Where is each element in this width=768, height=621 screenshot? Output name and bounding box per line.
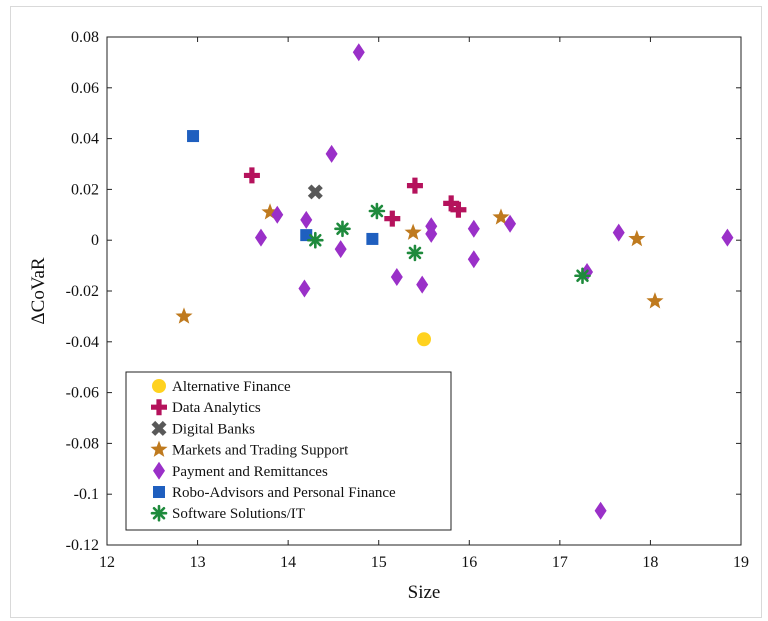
point-robo-advisors-and-personal-finance (366, 232, 379, 245)
point-payment-and-remittances (425, 217, 438, 236)
point-software-solutions-it (574, 267, 591, 285)
legend-entry-label: Alternative Finance (172, 379, 291, 395)
y-tick-label: -0.08 (66, 435, 99, 452)
legend-box (125, 371, 452, 531)
y-tick-label: 0.06 (71, 80, 99, 97)
legend-entry-label: Digital Banks (172, 421, 255, 437)
point-software-solutions-it (307, 231, 324, 249)
legend-entry-label: Markets and Trading Support (172, 443, 349, 459)
x-axis-title: Size (408, 582, 441, 603)
y-tick-label: 0.02 (71, 181, 99, 198)
legend-marker (151, 399, 167, 416)
point-alternative-finance (417, 332, 431, 347)
x-tick-label: 14 (280, 554, 296, 571)
point-markets-and-trading-support (628, 229, 646, 247)
point-payment-and-remittances (300, 210, 313, 229)
point-payment-and-remittances (325, 144, 338, 163)
x-tick-label: 12 (99, 554, 115, 571)
point-data-analytics (384, 210, 401, 227)
point-robo-advisors-and-personal-finance (187, 130, 200, 143)
x-tick-label: 16 (461, 554, 477, 571)
point-markets-and-trading-support (175, 307, 193, 324)
point-data-analytics (243, 167, 260, 184)
point-software-solutions-it (368, 202, 386, 220)
figure-frame (10, 6, 762, 618)
y-tick-label: -0.06 (66, 385, 99, 402)
point-payment-and-remittances (504, 214, 517, 233)
point-payment-and-remittances (721, 228, 734, 247)
point-payment-and-remittances (352, 43, 365, 62)
legend-entry-label: Robo-Advisors and Personal Finance (172, 485, 396, 501)
point-payment-and-remittances (467, 219, 480, 238)
x-tick-label: 17 (552, 554, 568, 571)
point-markets-and-trading-support (492, 208, 510, 225)
point-payment-and-remittances (612, 223, 625, 242)
point-payment-and-remittances (390, 268, 403, 287)
point-payment-and-remittances (271, 205, 284, 224)
point-software-solutions-it (334, 220, 351, 238)
x-tick-label: 19 (733, 554, 749, 571)
legend-marker (153, 486, 165, 498)
legend-entry-label: Software Solutions/IT (172, 506, 305, 522)
point-data-analytics (443, 195, 460, 212)
point-payment-and-remittances (298, 279, 311, 298)
legend-entry-label: Payment and Remittances (172, 464, 328, 480)
point-data-analytics (450, 201, 467, 218)
point-markets-and-trading-support (261, 203, 279, 220)
point-robo-advisors-and-personal-finance (300, 229, 313, 242)
point-payment-and-remittances (467, 250, 480, 269)
legend-marker (151, 420, 167, 436)
legend-marker (152, 379, 166, 393)
legend-marker (150, 504, 168, 522)
y-tick-label: -0.1 (74, 486, 99, 503)
y-tick-label: -0.02 (66, 283, 99, 300)
point-digital-banks (307, 184, 323, 200)
data-points (175, 43, 734, 520)
point-payment-and-remittances (594, 501, 607, 520)
legend-marker (153, 461, 165, 480)
point-software-solutions-it (406, 244, 424, 262)
x-tick-label: 18 (642, 554, 658, 571)
legend-entry-label: Data Analytics (172, 400, 261, 416)
y-tick-label: 0.04 (71, 131, 99, 148)
axis-ticks: 12 13 14 15 16 17 18 19 -0.12 -0.1 -0.08 -0.06 -0.04… (66, 29, 749, 571)
y-tick-label: 0 (91, 232, 99, 249)
point-payment-and-remittances (254, 228, 267, 247)
legend: Alternative Finance Data Analytics Digital… (125, 371, 452, 531)
legend-marker (150, 440, 168, 457)
x-tick-label: 15 (371, 554, 387, 571)
y-axis-title: ΔCoVaR (28, 257, 49, 324)
point-payment-and-remittances (334, 240, 347, 259)
point-markets-and-trading-support (646, 292, 664, 309)
y-tick-label: 0.08 (71, 29, 99, 46)
point-data-analytics (406, 177, 423, 194)
point-payment-and-remittances (416, 275, 429, 294)
point-markets-and-trading-support (404, 223, 422, 240)
y-tick-label: -0.12 (66, 537, 99, 554)
y-tick-label: -0.04 (66, 334, 99, 351)
x-tick-label: 13 (190, 554, 206, 571)
